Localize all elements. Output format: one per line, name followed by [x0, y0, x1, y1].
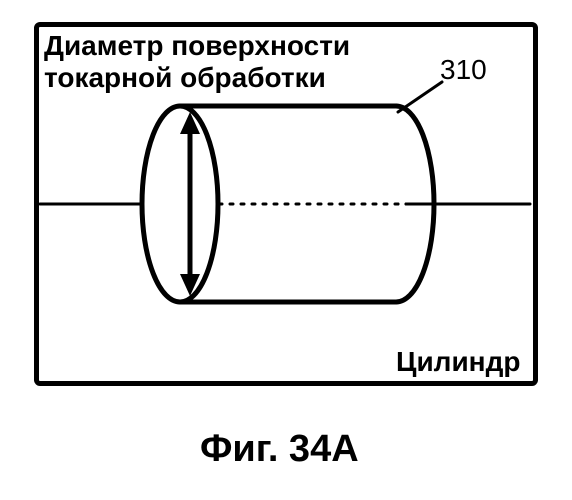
diagram-svg: [0, 0, 572, 500]
